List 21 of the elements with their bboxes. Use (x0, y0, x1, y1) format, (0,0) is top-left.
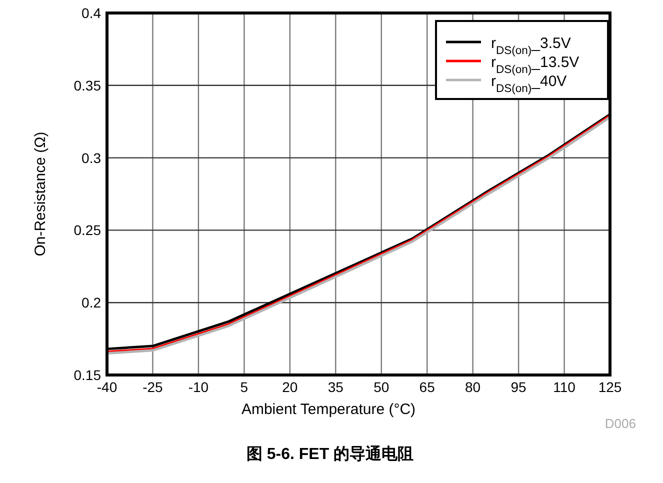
y-axis-title: On-Resistance (Ω) (32, 132, 49, 256)
y-tick-label: 0.4 (82, 5, 102, 21)
x-axis-title: Ambient Temperature (°C) (241, 401, 416, 418)
x-tick-label: -25 (142, 379, 164, 395)
x-tick-label: 110 (553, 379, 576, 395)
x-tick-label: 50 (374, 379, 390, 395)
x-tick-label: 5 (240, 379, 248, 395)
x-tick-label: 20 (282, 379, 298, 395)
y-tick-label: 0.2 (82, 294, 102, 311)
legend-label: r$_{DS(on)}$_3.5V (491, 35, 571, 57)
x-tick-label: -10 (188, 379, 209, 395)
x-tick-label: 95 (510, 379, 527, 395)
x-tick-label: 65 (419, 379, 436, 395)
x-tick-label: 80 (465, 379, 481, 395)
y-tick-label: 0.25 (74, 222, 102, 238)
y-tick-label: 0.3 (82, 150, 102, 166)
text: D006 (604, 416, 636, 431)
y-tick-label: 0.35 (74, 77, 102, 94)
x-tick-label: 125 (598, 379, 622, 395)
x-tick-label: 35 (328, 379, 344, 395)
text: 图 5-6. FET 的导通电阻 (246, 445, 414, 463)
